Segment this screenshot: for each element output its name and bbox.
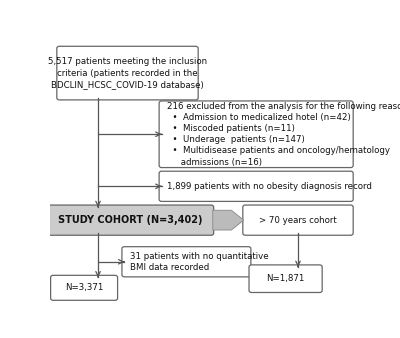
FancyBboxPatch shape [57, 46, 198, 100]
FancyBboxPatch shape [249, 265, 322, 292]
FancyBboxPatch shape [48, 205, 214, 235]
Text: STUDY COHORT (N=3,402): STUDY COHORT (N=3,402) [58, 215, 203, 225]
Text: N=1,871: N=1,871 [266, 274, 305, 283]
FancyBboxPatch shape [159, 171, 353, 201]
FancyBboxPatch shape [122, 247, 251, 277]
Text: N=3,371: N=3,371 [65, 283, 103, 292]
Text: 31 patients with no quantitative
BMI data recorded: 31 patients with no quantitative BMI dat… [130, 252, 269, 272]
FancyBboxPatch shape [159, 101, 353, 168]
FancyBboxPatch shape [243, 205, 353, 235]
Polygon shape [213, 210, 244, 230]
Text: 5,517 patients meeting the inclusion
criteria (patients recorded in the
BDCLIN_H: 5,517 patients meeting the inclusion cri… [48, 57, 207, 89]
FancyBboxPatch shape [51, 275, 118, 300]
Text: 216 excluded from the analysis for the following reasons:
  •  Admission to medi: 216 excluded from the analysis for the f… [167, 102, 400, 167]
Text: 1,899 patients with no obesity diagnosis record: 1,899 patients with no obesity diagnosis… [167, 182, 372, 191]
Text: > 70 years cohort: > 70 years cohort [259, 216, 337, 225]
